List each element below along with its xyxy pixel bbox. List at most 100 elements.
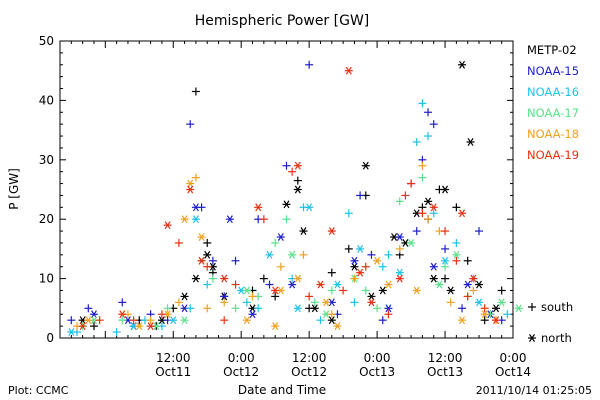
data-point-north [497, 298, 506, 307]
data-point-south [157, 310, 166, 319]
data-point-north [373, 256, 382, 265]
data-point-north [514, 304, 523, 313]
data-point-south [469, 286, 478, 295]
data-point-north [350, 256, 359, 265]
y-tick-label: 50 [39, 34, 54, 48]
data-point-south [67, 316, 76, 325]
data-point-south [203, 238, 212, 247]
data-point-south [259, 215, 268, 224]
data-point-south [112, 328, 121, 337]
data-point-north [333, 322, 342, 331]
data-point-south [118, 316, 127, 325]
y-tick-label: 0 [46, 331, 54, 345]
series-metp-02 [78, 60, 506, 331]
data-point-south [208, 274, 217, 283]
data-point-north [276, 233, 285, 241]
data-point-north [288, 280, 297, 289]
data-point-south [378, 262, 387, 271]
data-point-north [203, 250, 212, 259]
data-point-south [163, 304, 172, 313]
data-point-north [265, 250, 274, 259]
data-point-north [469, 274, 478, 283]
data-point-south [475, 227, 484, 236]
data-point-south [441, 244, 450, 253]
x-tick-time-label: 0:00 [364, 351, 391, 365]
data-point-south [327, 286, 336, 295]
data-point-south [401, 191, 410, 200]
data-point-south [186, 120, 195, 129]
data-point-north [322, 298, 331, 307]
data-point-north [327, 227, 336, 236]
data-point-north [197, 233, 206, 241]
legend: METP-02 NOAA-15 NOAA-16 NOAA-17 NOAA-18 NOAA-… [527, 43, 579, 162]
data-point-south [174, 298, 183, 307]
series-noaa-18 [72, 161, 501, 331]
data-point-south [350, 298, 359, 307]
data-point-north [305, 203, 314, 212]
data-point-north [118, 310, 127, 319]
x-axis-label: Date and Time [238, 383, 326, 397]
x-tick-date-label: Oct12 [223, 365, 259, 379]
data-point-south [299, 250, 308, 259]
data-point-south [271, 292, 280, 301]
data-point-north [441, 256, 450, 265]
data-point-south [203, 262, 212, 271]
data-point-south [395, 244, 404, 253]
data-point-north [191, 274, 200, 283]
data-point-north [356, 244, 365, 253]
data-point-north [220, 274, 229, 283]
data-point-south [339, 286, 348, 295]
chart-title: Hemispheric Power [GW] [195, 13, 370, 29]
data-point-north [163, 221, 172, 230]
x-tick-time-label: 0:00 [500, 351, 527, 365]
data-point-south [497, 286, 506, 295]
x-tick-date-label: Oct14 [495, 365, 531, 379]
data-point-south [344, 244, 353, 253]
data-point-north [293, 161, 302, 170]
data-point-north [395, 274, 404, 283]
data-point-north [395, 233, 404, 241]
data-point-south [463, 292, 472, 301]
data-point-south [248, 292, 257, 301]
data-point-north [135, 322, 144, 331]
data-point-south [384, 250, 393, 259]
data-point-north [293, 274, 302, 283]
legend-south-label: south [541, 300, 573, 314]
legend-entry: NOAA-18 [527, 127, 579, 141]
data-point-south [220, 316, 229, 325]
data-point-north [316, 280, 325, 289]
data-point-north [350, 262, 359, 271]
data-point-north [242, 286, 251, 295]
data-point-south [503, 310, 512, 319]
x-tick-time-label: 12:00 [156, 351, 191, 365]
data-point-south [84, 304, 93, 313]
data-point-south [276, 262, 285, 271]
data-point-south [424, 132, 433, 141]
x-axis: 12:00Oct110:00Oct1212:00Oct120:00Oct1312… [59, 41, 531, 379]
data-point-south [418, 99, 427, 108]
data-point-north [271, 322, 280, 331]
data-point-south [220, 298, 229, 307]
data-point-south [458, 304, 467, 313]
data-point-south [254, 304, 263, 313]
data-point-south [407, 179, 416, 188]
data-point-south [378, 316, 387, 325]
data-point-north [67, 328, 76, 337]
x-tick-time-label: 0:00 [228, 351, 255, 365]
data-point-north [180, 292, 189, 301]
data-point-south [441, 227, 450, 236]
data-point-south [367, 250, 376, 259]
data-point-south [480, 304, 489, 313]
data-point-south [174, 238, 183, 247]
plot-timestamp: 2011/10/14 01:25:05 [476, 384, 592, 397]
data-point-south [305, 292, 314, 301]
x-tick-date-label: Oct13 [359, 365, 395, 379]
plot-credit: Plot: CCMC [8, 384, 69, 397]
data-point-north [384, 304, 393, 313]
legend-north-label: north [541, 331, 572, 345]
data-point-south [412, 227, 421, 236]
data-point-north [191, 215, 200, 224]
data-point-north [361, 161, 370, 170]
x-tick-time-label: 12:00 [428, 351, 463, 365]
